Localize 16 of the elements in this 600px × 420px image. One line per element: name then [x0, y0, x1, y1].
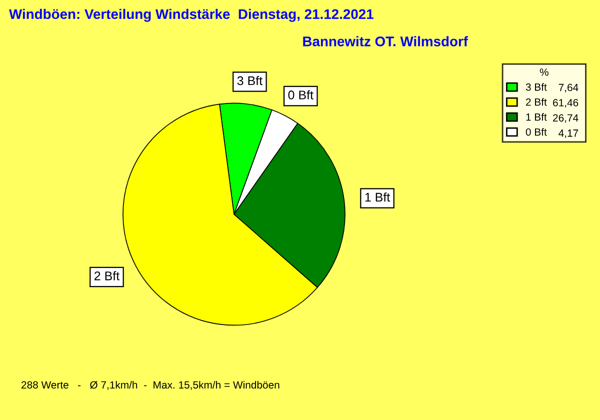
text: 288 Werte - Ø 7,1km/h - Max. 15,5km/h = Windböen: [22, 380, 280, 390]
legend-title: %: [540, 68, 548, 76]
slice-label: 0 Bft: [288, 90, 314, 100]
chart-title: Windböen: Verteilung Windstärke Dienstag, 21.12.2021: [9, 8, 374, 22]
legend-label: 3 Bft: [526, 83, 547, 91]
chart-subtitle: Bannewitz OT. Wilmsdorf: [303, 36, 468, 46]
legend-label: 2 Bft: [526, 98, 547, 106]
slice-label: 1 Bft: [365, 192, 390, 202]
slice-label: 2 Bft: [94, 271, 120, 280]
data-label: 4,17: [558, 130, 578, 138]
data-label: 7,64: [558, 84, 578, 92]
legend-label: 1 Bft: [526, 113, 547, 121]
legend-label: 0 Bft: [526, 128, 547, 136]
data-label: 26,74: [553, 114, 578, 123]
slice-label: 3 Bft: [237, 76, 262, 86]
data-label: 61,46: [553, 99, 578, 108]
